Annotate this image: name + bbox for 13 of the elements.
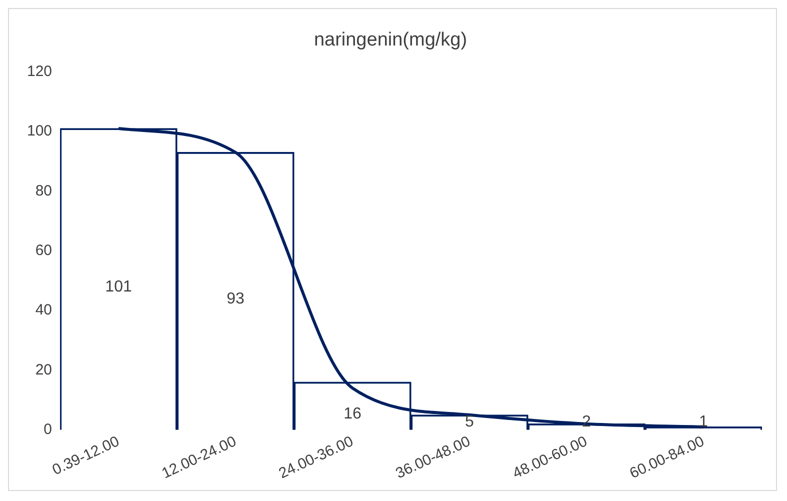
- y-tick-label: 120: [26, 62, 52, 80]
- y-tick-label: 20: [35, 361, 52, 378]
- y-tick-label: 60: [35, 242, 52, 259]
- y-tick-label: 100: [26, 122, 52, 140]
- y-tick-label: 40: [35, 302, 52, 319]
- data-label: 93: [226, 290, 245, 308]
- data-label: 101: [105, 278, 132, 296]
- data-label: 16: [344, 405, 362, 422]
- data-label: 5: [465, 413, 474, 430]
- data-label: 1: [699, 413, 708, 430]
- y-tick-label: 80: [35, 182, 52, 200]
- y-tick-label: 0: [44, 420, 52, 438]
- chart-title: naringenin(mg/kg): [314, 30, 468, 51]
